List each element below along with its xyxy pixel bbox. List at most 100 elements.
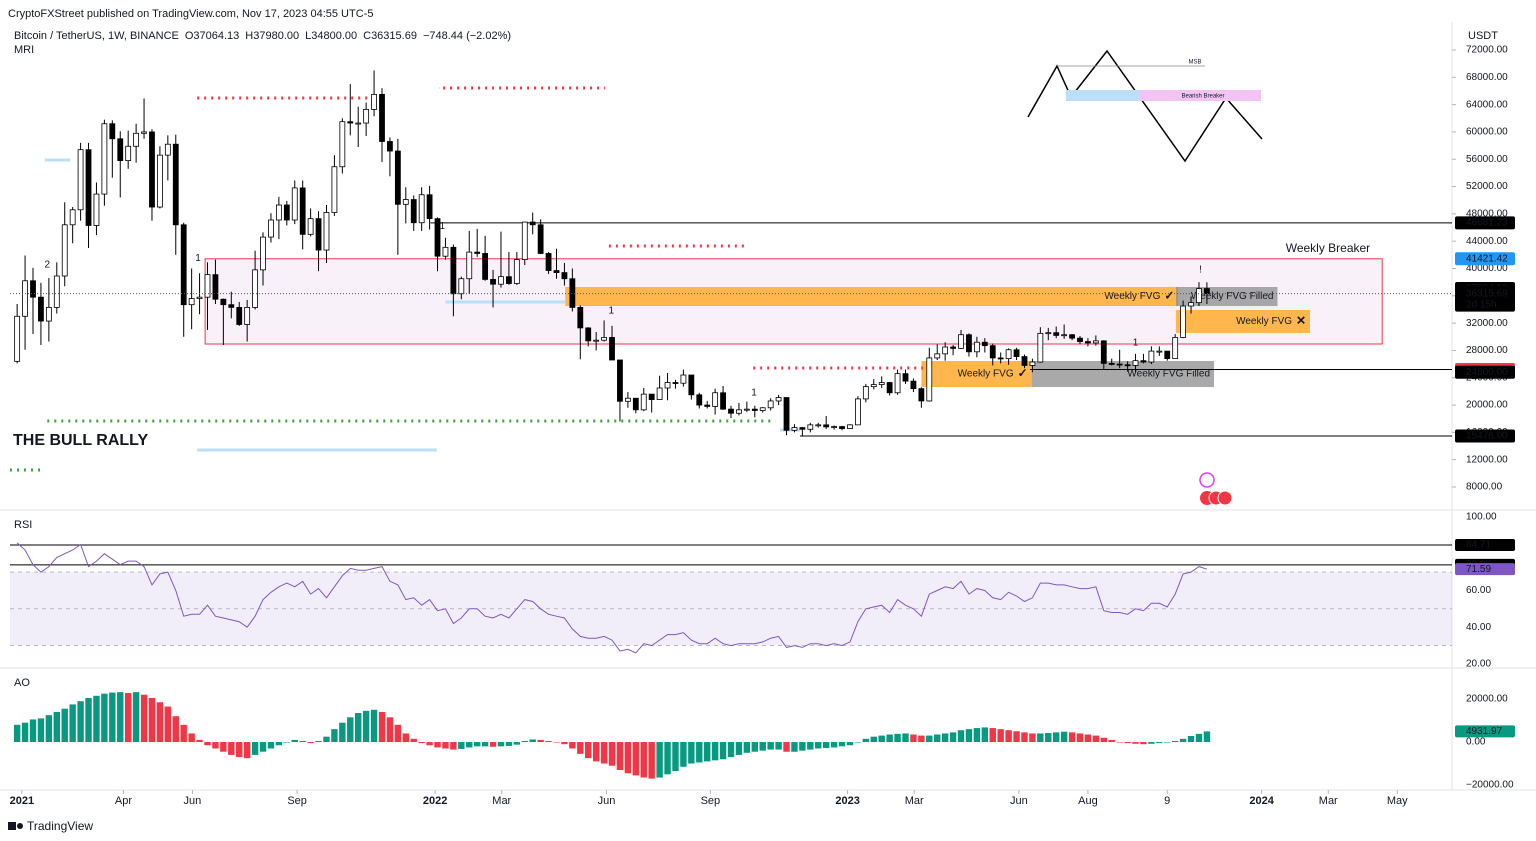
ao-bar xyxy=(172,716,179,743)
candle-body xyxy=(228,304,235,308)
ao-bar xyxy=(362,710,370,743)
logo-part xyxy=(8,822,16,830)
ao-bar xyxy=(13,724,21,743)
candle-body xyxy=(1005,349,1012,360)
candle-body xyxy=(1116,363,1123,366)
candle-body xyxy=(1148,350,1155,363)
candle-body xyxy=(743,408,750,411)
ao-bar xyxy=(188,733,195,743)
ao-bar xyxy=(1132,742,1139,744)
candle-body xyxy=(791,427,798,431)
ao-bar xyxy=(545,740,552,743)
candle-body xyxy=(426,194,433,220)
candle-body xyxy=(1053,332,1060,336)
candle-body xyxy=(387,141,393,152)
candle-body xyxy=(585,327,592,342)
candle-body xyxy=(521,221,528,261)
candle-body xyxy=(141,131,147,134)
footer: TradingView xyxy=(8,819,93,833)
inset-msb-label: MSB xyxy=(1188,60,1201,66)
ao-bar xyxy=(1037,733,1044,743)
event-icons xyxy=(1199,472,1233,506)
price-tag-label: 24800.00 xyxy=(1466,367,1508,378)
candle-body xyxy=(490,279,496,285)
candle-body xyxy=(1204,288,1210,295)
ao-bar xyxy=(656,742,663,778)
ao-bar xyxy=(355,713,362,743)
ao-bar xyxy=(902,733,909,743)
ao-bar xyxy=(21,722,29,743)
zone-label: Weekly FVG Filled xyxy=(1127,369,1210,380)
candle-body xyxy=(196,296,203,299)
candle-body xyxy=(164,143,171,156)
candle-body xyxy=(1045,332,1052,335)
ao-bar xyxy=(561,742,568,745)
pane-title: AO xyxy=(14,677,30,689)
candle-body xyxy=(886,382,893,394)
candle-body xyxy=(212,274,219,300)
candle-body xyxy=(291,187,298,221)
candle-body xyxy=(537,224,544,254)
candle-body xyxy=(61,224,68,277)
ao-bar xyxy=(418,742,425,744)
y-tick-label: 32000.00 xyxy=(1466,318,1508,329)
candle-body xyxy=(894,373,901,394)
ao-bar xyxy=(704,742,711,762)
candle-body xyxy=(1140,360,1147,363)
ao-bar xyxy=(783,742,790,752)
ao-bar xyxy=(1171,740,1179,743)
candle-body xyxy=(569,278,576,308)
ao-bar xyxy=(949,732,957,743)
y-tick-label: 20.00 xyxy=(1466,659,1491,670)
close-tag xyxy=(1455,286,1515,312)
ao-bar xyxy=(791,742,798,752)
ao-bar xyxy=(394,724,402,743)
inset-diagram: MSB Bearish Breaker xyxy=(1027,49,1263,163)
candle-body xyxy=(482,253,489,280)
y-tick-label: 40000.00 xyxy=(1466,263,1508,274)
ao-bar xyxy=(124,693,132,743)
ao-bar xyxy=(727,742,735,758)
candle-body xyxy=(204,274,211,298)
rsi-line xyxy=(16,542,1208,654)
ao-bar xyxy=(275,742,283,746)
ao-bar xyxy=(347,717,354,743)
candle-body xyxy=(664,382,671,389)
ao-bar xyxy=(1156,742,1163,744)
ao-bar xyxy=(37,718,45,743)
ao-bar xyxy=(164,706,172,743)
y-tick-label: 60.00 xyxy=(1466,585,1491,596)
annotation: THE BULL RALLY xyxy=(13,432,148,449)
ao-bar xyxy=(291,739,298,743)
zone xyxy=(1175,310,1311,333)
ao-bar xyxy=(862,738,870,743)
ao-bar xyxy=(370,709,378,743)
symbol: Bitcoin / TetherUS, 1W, BINANCE xyxy=(14,30,179,42)
ao-bar xyxy=(592,742,600,762)
candle-body xyxy=(133,132,140,147)
candle-body xyxy=(1164,350,1171,360)
x-tick-label: Jun xyxy=(598,795,616,807)
x-tick-label: Sep xyxy=(287,795,307,807)
ao-bar xyxy=(1124,742,1131,744)
ao-bar xyxy=(212,742,219,749)
candle-body xyxy=(101,123,108,195)
candle-body xyxy=(1077,337,1083,342)
ao-bar xyxy=(735,742,743,755)
ao-bar xyxy=(807,742,814,750)
candle-body xyxy=(601,337,607,341)
ao-bar xyxy=(1045,733,1052,743)
ao-bar xyxy=(140,694,148,743)
candle-body xyxy=(371,93,377,110)
price-tag xyxy=(1455,252,1515,266)
ao-bar xyxy=(680,742,687,767)
candle-body xyxy=(38,296,44,322)
ao-bar xyxy=(180,724,187,743)
event-icon xyxy=(1217,490,1233,506)
candle-body xyxy=(1196,288,1202,304)
candle-body xyxy=(275,204,282,221)
zone-mark: ✓ xyxy=(1018,366,1028,380)
candle-body xyxy=(624,397,631,402)
ao-bar xyxy=(521,740,528,743)
ao-bar xyxy=(981,727,989,743)
